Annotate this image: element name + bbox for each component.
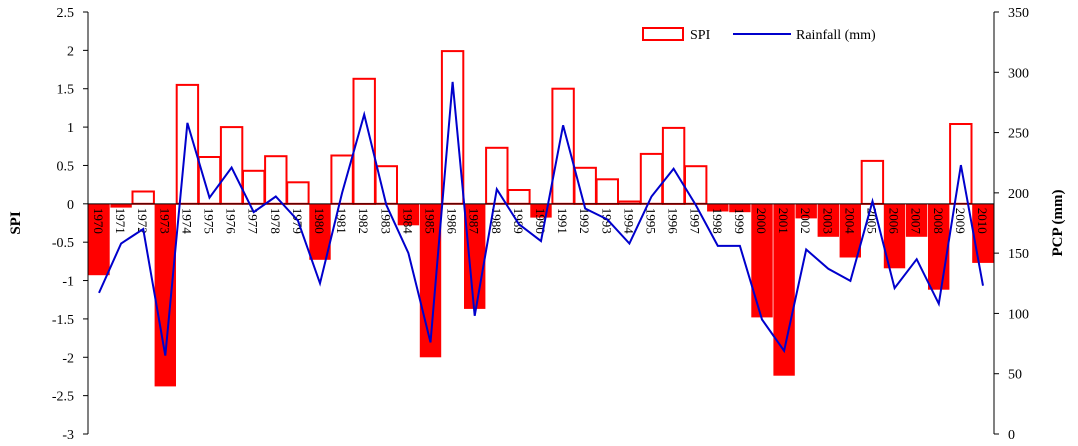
right-tick-label: 200 [1008, 187, 1029, 202]
left-tick-label: 0 [67, 198, 74, 213]
x-tick-label-2010: 2010 [975, 208, 990, 234]
spi-bar-1998 [707, 203, 729, 212]
spi-bar-1997 [684, 165, 708, 205]
x-tick-label-1985: 1985 [423, 208, 438, 234]
legend-spi-label: SPI [690, 28, 711, 43]
left-tick-label: 2.5 [57, 6, 75, 21]
right-tick-label: 150 [1008, 247, 1029, 262]
spi-bar-2003 [817, 203, 839, 237]
spi-bar-1976 [219, 126, 244, 205]
spi-bar-2004 [839, 203, 861, 258]
legend-spi-swatch [642, 27, 684, 41]
left-tick-label: -1.5 [52, 313, 74, 328]
x-tick-label-1991: 1991 [555, 208, 570, 234]
x-tick-label-1981: 1981 [334, 208, 349, 234]
right-tick-label: 250 [1008, 127, 1029, 142]
right-tick-label: 50 [1008, 368, 1022, 383]
x-tick-label-1982: 1982 [356, 208, 371, 234]
x-tick-label-1980: 1980 [312, 208, 327, 234]
x-tick-label-2007: 2007 [909, 208, 924, 235]
spi-bar-1999 [729, 203, 751, 213]
x-tick-label-2009: 2009 [953, 208, 968, 234]
x-tick-label-1999: 1999 [732, 208, 747, 234]
x-tick-label-1977: 1977 [246, 208, 261, 234]
x-tick-label-2002: 2002 [798, 208, 813, 234]
x-tick-label-1993: 1993 [599, 208, 614, 234]
left-tick-label: 0.5 [57, 159, 75, 174]
spi-bar-2001 [773, 203, 795, 376]
spi-bar-2006 [883, 203, 906, 269]
x-tick-label-1996: 1996 [666, 208, 681, 235]
x-tick-label-2000: 2000 [754, 208, 769, 234]
spi-bar-1979 [286, 181, 310, 205]
left-tick-label: 1 [67, 121, 74, 136]
x-tick-label-1973: 1973 [157, 208, 172, 234]
spi-bar-1973 [154, 203, 176, 387]
spi-bar-1991 [551, 87, 575, 205]
x-tick-label-1995: 1995 [643, 208, 658, 234]
spi-bar-1993 [595, 178, 619, 205]
spi-bar-2009 [949, 123, 973, 205]
x-tick-label-2008: 2008 [931, 208, 946, 234]
x-tick-label-1987: 1987 [467, 208, 482, 235]
x-tick-label-1989: 1989 [511, 208, 526, 234]
spi-bar-1988 [485, 146, 509, 205]
spi-bar-1984 [397, 203, 420, 226]
right-tick-label: 300 [1008, 66, 1029, 81]
spi-bar-2010 [972, 203, 994, 263]
spi-bar-1974 [175, 83, 200, 205]
right-tick-label: 350 [1008, 6, 1029, 21]
right-axis-title: PCP (mm) [1050, 189, 1066, 256]
rainfall-line [98, 81, 984, 356]
spi-bar-2000 [751, 203, 773, 318]
spi-bar-1989 [507, 189, 531, 205]
spi-bar-1996 [661, 126, 686, 205]
left-tick-label: 1.5 [57, 83, 75, 98]
left-tick-label: -2 [62, 351, 74, 366]
left-axis-title: SPI [8, 211, 24, 235]
x-tick-label-1997: 1997 [688, 208, 703, 235]
x-tick-label-2006: 2006 [887, 208, 902, 235]
right-tick-label: 0 [1008, 428, 1015, 443]
spi-bar-2005 [860, 159, 885, 205]
spi-bar-1980 [309, 203, 331, 260]
spi-bar-1972 [131, 190, 155, 205]
x-tick-label-1983: 1983 [378, 208, 393, 234]
x-tick-label-1978: 1978 [268, 208, 283, 234]
left-tick-label: -2.5 [52, 390, 74, 405]
legend: SPI Rainfall (mm) [642, 27, 876, 43]
left-tick-label: -0.5 [52, 236, 74, 251]
x-tick-label-1975: 1975 [202, 208, 217, 234]
x-tick-label-1998: 1998 [710, 208, 725, 234]
spi-bar-1971 [110, 203, 132, 208]
right-tick-label: 100 [1008, 307, 1029, 322]
x-tick-label-1970: 1970 [91, 208, 106, 234]
spi-bar-2002 [795, 203, 817, 219]
x-tick-label-1971: 1971 [113, 208, 128, 234]
x-tick-label-1974: 1974 [179, 208, 194, 235]
spi-bar-2007 [905, 203, 928, 237]
legend-rainfall-label: Rainfall (mm) [796, 28, 876, 43]
x-tick-label-1986: 1986 [445, 208, 460, 235]
x-tick-label-1972: 1972 [135, 208, 150, 234]
x-tick-label-2003: 2003 [820, 208, 835, 234]
left-tick-label: -1 [62, 275, 74, 290]
x-tick-label-1984: 1984 [400, 208, 415, 235]
x-tick-label-1994: 1994 [621, 208, 636, 235]
x-tick-label-2001: 2001 [776, 208, 791, 234]
x-tick-label-1976: 1976 [224, 208, 239, 235]
left-tick-label: 2 [67, 44, 74, 59]
left-tick-label: -3 [62, 428, 74, 443]
x-tick-label-2004: 2004 [842, 208, 857, 235]
spi-bar-1992 [573, 166, 597, 205]
spi-bar-1970 [88, 203, 110, 276]
x-tick-label-1992: 1992 [577, 208, 592, 234]
